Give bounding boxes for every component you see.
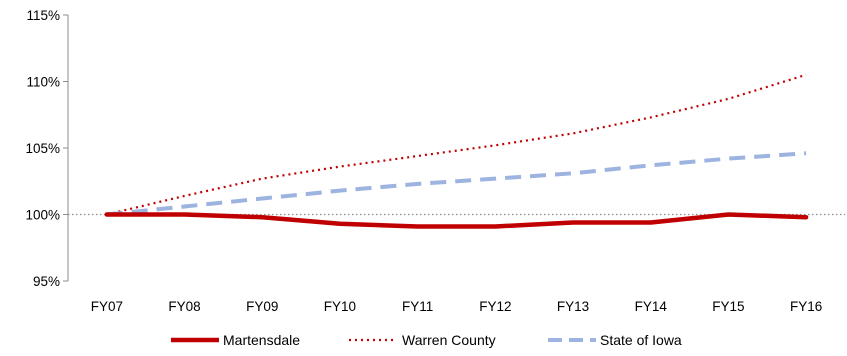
series-line-state-of-iowa [106, 151, 807, 217]
y-tick-label: 110% [26, 75, 60, 90]
series-lines [104, 73, 809, 229]
legend-label: Warren County [402, 332, 496, 348]
x-tick-label: FY12 [479, 299, 511, 314]
y-tick-label: 100% [25, 208, 60, 223]
x-tick-label: FY09 [246, 299, 278, 314]
x-tick-label: FY10 [324, 299, 356, 314]
x-tick-label: FY15 [712, 299, 744, 314]
legend: Martensdale Warren County State of Iowa [171, 332, 682, 348]
legend-label: Martensdale [223, 332, 300, 348]
x-tick-labels: FY07 FY08 FY09 FY10 FY11 FY12 FY13 FY14 FY15 FY16 [91, 299, 823, 314]
x-tick-label: FY14 [635, 299, 668, 314]
x-tick-label: FY11 [402, 299, 433, 314]
x-tick-label: FY08 [168, 299, 200, 314]
x-tick-label: FY16 [790, 299, 822, 314]
series-line-martensdale [104, 212, 809, 229]
y-tick-label: 115% [26, 8, 60, 23]
x-tick-label: FY13 [557, 299, 589, 314]
axes [63, 14, 845, 282]
y-tick-label: 105% [25, 141, 60, 156]
x-tick-label: FY07 [91, 299, 123, 314]
y-tick-label: 95% [33, 274, 60, 289]
series-line-warren-county [106, 73, 807, 216]
y-tick-labels: 95% 100% 105% 110% 115% [25, 8, 60, 289]
legend-label: State of Iowa [600, 332, 682, 348]
